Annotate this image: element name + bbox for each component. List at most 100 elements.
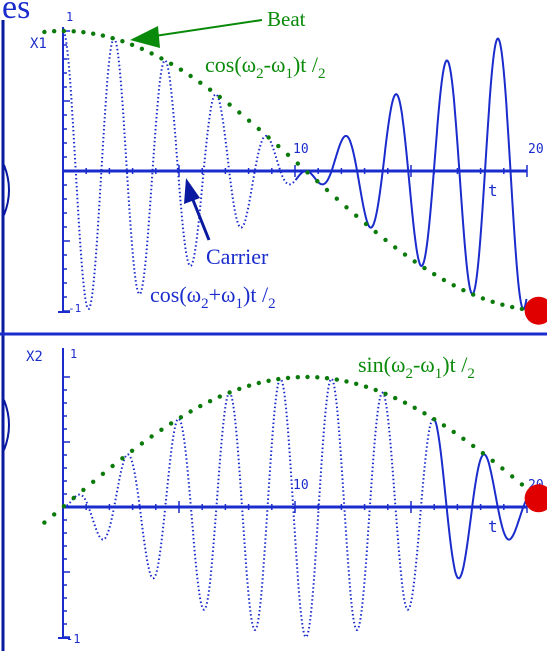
- x1-envelope-dot: [207, 87, 213, 92]
- x1-envelope-dot: [324, 187, 330, 193]
- beat-arrow-icon: [130, 26, 160, 48]
- x1-envelope-dot: [422, 265, 427, 271]
- x2-envelope-dot: [315, 375, 320, 380]
- x2-beat-envelope: [42, 374, 544, 525]
- x2-envelope-dot: [188, 409, 193, 414]
- x1-envelope-dot: [227, 102, 232, 107]
- x1-envelope-dot: [305, 170, 310, 175]
- x1-envelope-dot: [188, 73, 193, 79]
- x1-envelope-dot: [373, 229, 378, 235]
- x1-y-tick-1: 1: [66, 10, 73, 24]
- x1-envelope-dot: [61, 28, 67, 34]
- x1-envelope-dot: [100, 33, 106, 38]
- x1-envelope-dot: [315, 179, 320, 184]
- left-frame-bracket-top: [3, 164, 10, 216]
- x2-envelope-dot: [81, 487, 86, 493]
- x2-envelope-dot: [91, 479, 96, 484]
- x1-envelope-dot: [354, 213, 359, 218]
- x2-envelope-dot: [71, 495, 76, 501]
- x1-envelope-dot: [363, 221, 369, 227]
- x2-envelope-dot: [363, 384, 369, 389]
- x2-tick-marks: [63, 376, 528, 638]
- x2-envelope-dot: [168, 421, 174, 426]
- x1-envelope-dot: [519, 306, 525, 312]
- x2-carrier-dotted: [63, 377, 435, 639]
- x2-x-tick-10: 10: [293, 478, 309, 493]
- x2-envelope-dot: [227, 390, 232, 395]
- x2-envelope-dot: [129, 448, 135, 453]
- x1-envelope-dot: [246, 118, 252, 123]
- x2-envelope-dot: [324, 376, 330, 381]
- x1-tick-marks: [63, 30, 528, 312]
- x2-envelope-dot: [61, 504, 67, 509]
- x1-envelope-dot: [441, 277, 447, 283]
- x1-envelope-dot: [480, 296, 486, 301]
- x1-y-axis-label: X1: [30, 36, 47, 52]
- x2-envelope-dot: [334, 377, 339, 382]
- x1-bottom-corner-label: -1: [68, 302, 81, 315]
- x1-envelope-dot: [276, 143, 281, 149]
- x2-envelope-dot: [373, 387, 378, 393]
- x1-envelope-dot: [383, 237, 388, 243]
- x2-x-axis-label: t: [488, 517, 498, 536]
- x1-envelope-dot: [81, 30, 86, 35]
- x2-envelope-dot: [237, 386, 242, 392]
- header-fragment: es: [2, 0, 30, 26]
- x1-envelope-dot: [471, 292, 476, 297]
- x2-envelope-dot: [451, 429, 456, 435]
- x2-envelope-dot: [246, 383, 252, 388]
- x1-envelope-dot: [129, 42, 135, 47]
- x1-x-axis-label: t: [488, 181, 498, 200]
- x1-envelope-dot: [178, 67, 184, 72]
- x2-envelope-dot: [344, 379, 349, 384]
- x2-envelope-dot: [276, 376, 281, 382]
- x1-envelope-dot: [71, 29, 76, 34]
- x2-y-axis-label: X2: [26, 349, 43, 365]
- x1-envelope-dot: [52, 29, 57, 34]
- x2-y-tick-1: 1: [70, 347, 77, 361]
- carrier-arrow-icon: [184, 178, 200, 204]
- x2-envelope-dot: [266, 378, 271, 383]
- x2-envelope-dot: [412, 405, 417, 410]
- x2-envelope-dot: [393, 395, 398, 401]
- x1-envelope-dot: [285, 152, 291, 157]
- x2-envelope-dot: [159, 427, 164, 432]
- x2-envelope-dot: [471, 443, 476, 449]
- x2-envelope-dot: [383, 391, 388, 396]
- x1-envelope-dot: [266, 135, 271, 140]
- x2-envelope-dot: [441, 423, 447, 428]
- beat-arrow-line: [147, 19, 263, 38]
- beat-formula: cos(ω2-ω1)t /2: [205, 52, 326, 82]
- x1-envelope-dot: [110, 36, 115, 41]
- x2-y-tick-minus1: -1: [66, 632, 80, 646]
- x1-envelope-dot: [432, 272, 437, 277]
- x1-carrier-solid: [294, 37, 528, 310]
- x1-envelope-dot: [198, 80, 203, 85]
- left-frame-bracket-bottom: [3, 399, 10, 451]
- panel-x2: X2 1 -1 10 20 t sin(ω2-ω1)t /2: [26, 347, 547, 646]
- x2-envelope-dot: [178, 415, 184, 420]
- x1-envelope-dot: [393, 245, 398, 250]
- x2-envelope-dot: [149, 434, 154, 439]
- x1-envelope-dot: [256, 126, 261, 132]
- x1-envelope-dot: [451, 283, 456, 288]
- x1-envelope-dot: [461, 288, 466, 293]
- x2-envelope-dot: [432, 417, 437, 422]
- x2-envelope-dot: [354, 381, 359, 386]
- x1-envelope-dot: [42, 29, 47, 35]
- x1-x-tick-20: 20: [528, 142, 544, 157]
- x1-envelope-dot: [344, 205, 349, 210]
- x1-envelope-dot: [168, 61, 174, 66]
- beat-label: Beat: [267, 7, 306, 31]
- x2-envelope-dot: [256, 380, 261, 386]
- x1-envelope-dot: [402, 252, 408, 257]
- x2-envelope-dot: [139, 441, 145, 446]
- x1-envelope-dot: [139, 46, 145, 51]
- carrier-label: Carrier: [206, 244, 269, 269]
- x1-red-dot-marker: [524, 296, 547, 325]
- x2-envelope-dot: [500, 466, 505, 471]
- x2-envelope-dot: [402, 400, 408, 405]
- x2-envelope-dot: [461, 436, 466, 441]
- x2-envelope-dot: [100, 471, 106, 476]
